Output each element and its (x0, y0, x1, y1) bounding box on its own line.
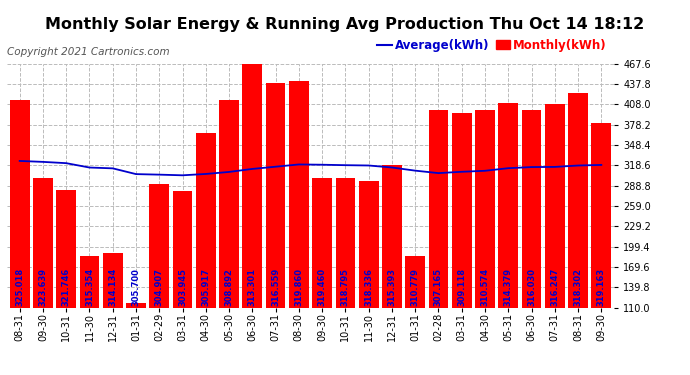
Text: 314.134: 314.134 (108, 268, 117, 306)
Bar (591, 123, 611, 308)
Text: Copyright 2021 Cartronics.com: Copyright 2021 Cartronics.com (7, 47, 170, 57)
Text: 310.779: 310.779 (411, 268, 420, 306)
Text: 313.301: 313.301 (248, 268, 257, 306)
Text: 315.354: 315.354 (85, 268, 94, 306)
Bar (219, 100, 239, 308)
Bar (335, 178, 355, 308)
Bar (57, 190, 76, 308)
Text: 310.574: 310.574 (480, 268, 489, 306)
Text: 314.379: 314.379 (504, 268, 513, 306)
Text: 318.336: 318.336 (364, 268, 373, 306)
Bar (428, 110, 448, 308)
Bar (568, 93, 588, 308)
Text: 315.393: 315.393 (387, 268, 397, 306)
Text: 319.860: 319.860 (295, 268, 304, 306)
Bar (545, 104, 564, 308)
Bar (172, 191, 193, 308)
Bar (103, 253, 123, 308)
Bar (266, 82, 286, 308)
Text: 318.795: 318.795 (341, 268, 350, 306)
Bar (242, 64, 262, 308)
Bar (313, 178, 332, 308)
Bar (382, 165, 402, 308)
Text: 305.700: 305.700 (132, 268, 141, 306)
Bar (79, 256, 99, 308)
Bar (10, 100, 30, 308)
Text: 316.030: 316.030 (527, 268, 536, 306)
Legend: Average(kWh), Monthly(kWh): Average(kWh), Monthly(kWh) (373, 34, 611, 57)
Bar (475, 110, 495, 308)
Text: 308.892: 308.892 (224, 268, 234, 306)
Bar (196, 133, 216, 308)
Bar (33, 178, 53, 308)
Bar (289, 81, 308, 308)
Bar (452, 112, 471, 308)
Text: 305.917: 305.917 (201, 268, 210, 306)
Text: Monthly Solar Energy & Running Avg Production Thu Oct 14 18:12: Monthly Solar Energy & Running Avg Produ… (46, 17, 644, 32)
Text: 316.559: 316.559 (271, 268, 280, 306)
Bar (126, 303, 146, 307)
Text: 325.018: 325.018 (15, 268, 24, 306)
Text: 304.907: 304.907 (155, 268, 164, 306)
Text: 319.163: 319.163 (597, 268, 606, 306)
Bar (498, 103, 518, 308)
Text: 319.460: 319.460 (317, 268, 326, 306)
Text: 323.639: 323.639 (39, 268, 48, 306)
Text: 309.118: 309.118 (457, 268, 466, 306)
Text: 316.247: 316.247 (551, 268, 560, 306)
Text: 307.165: 307.165 (434, 268, 443, 306)
Bar (522, 110, 542, 308)
Bar (405, 256, 425, 308)
Bar (150, 184, 169, 308)
Text: 321.746: 321.746 (61, 268, 70, 306)
Text: 303.945: 303.945 (178, 268, 187, 306)
Bar (359, 182, 379, 308)
Text: 318.302: 318.302 (573, 268, 582, 306)
